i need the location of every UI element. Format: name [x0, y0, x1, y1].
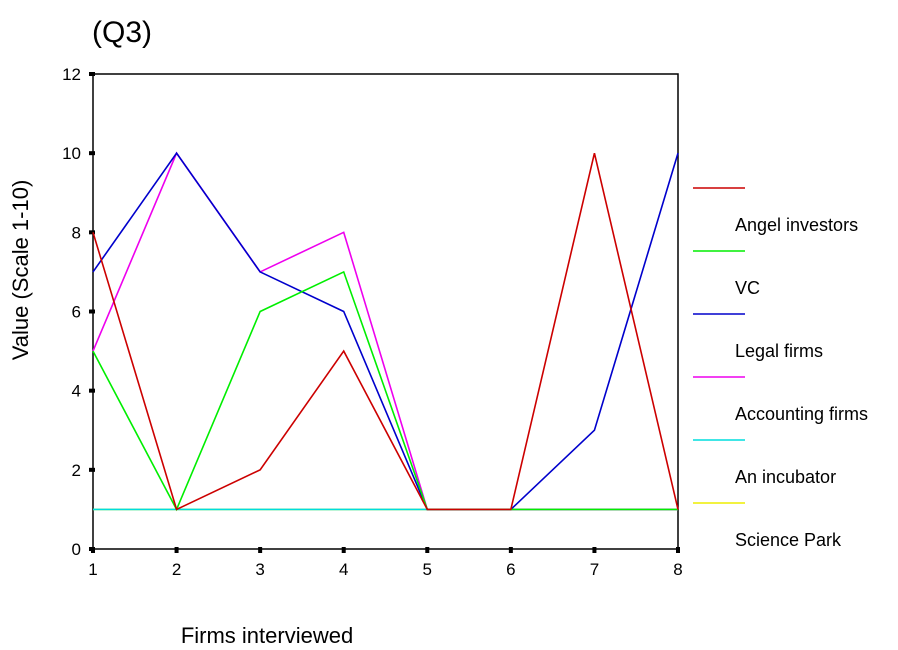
series-line-1 [92, 152, 679, 511]
x-tick-label: 7 [590, 560, 599, 579]
x-axis-label: Firms interviewed [181, 623, 353, 648]
y-tick-label: 8 [72, 223, 81, 242]
x-tick-label: 8 [673, 560, 682, 579]
y-tick-label: 6 [72, 303, 81, 322]
legend-label-3: Legal firms [735, 341, 823, 361]
x-tick-label: 5 [423, 560, 432, 579]
plot-frame [92, 73, 679, 550]
y-tick-label: 4 [72, 382, 81, 401]
x-tick-label: 2 [172, 560, 181, 579]
x-tick-label: 1 [88, 560, 97, 579]
x-tick-label: 6 [506, 560, 515, 579]
legend-label-6: Science Park [735, 530, 842, 550]
y-tick-label: 2 [72, 461, 81, 480]
legend-label-5: An incubator [735, 467, 836, 487]
legend-label-4: Accounting firms [735, 404, 868, 424]
legend-label-1: Angel investors [735, 215, 858, 235]
chart-title: (Q3) [92, 16, 152, 49]
y-tick-label: 12 [62, 65, 81, 84]
y-tick-label: 10 [62, 144, 81, 163]
y-axis-label: Value (Scale 1-10) [8, 180, 33, 361]
x-tick-label: 4 [339, 560, 348, 579]
x-tick-label: 3 [255, 560, 264, 579]
legend: Angel investors VC Legal firms Accounting f… [693, 187, 868, 550]
series-line-2 [92, 270, 678, 512]
series-line-4 [92, 151, 678, 511]
legend-label-2: VC [735, 278, 760, 298]
y-tick-label: 0 [72, 540, 81, 559]
series-line-3 [92, 151, 679, 511]
